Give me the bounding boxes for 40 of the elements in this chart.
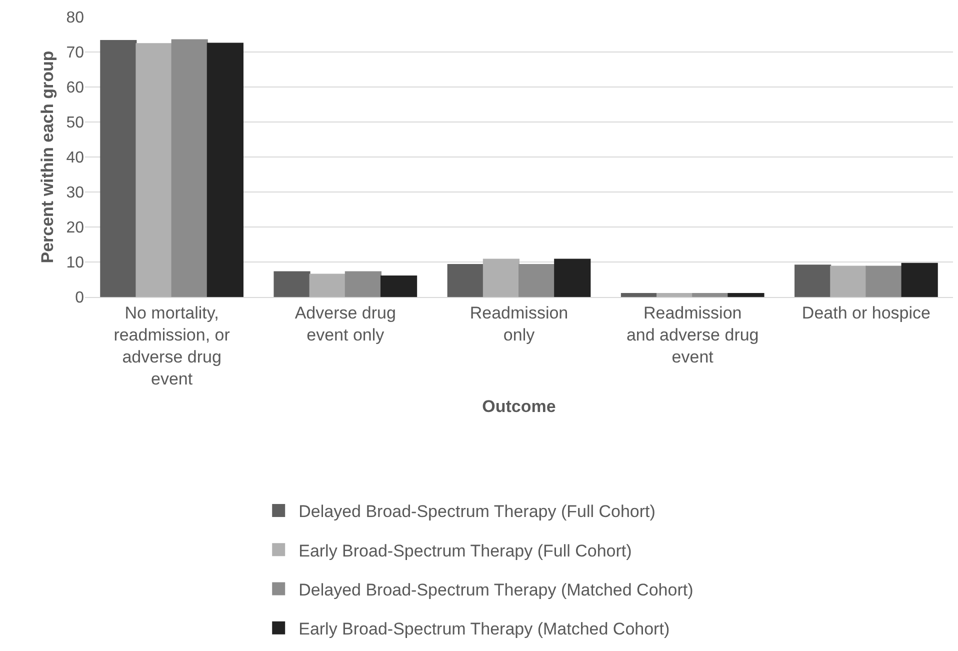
- bar: [380, 276, 418, 297]
- bar: [100, 40, 137, 297]
- legend-label: Delayed Broad-Spectrum Therapy (Matched Cohort): [298, 580, 694, 600]
- legend-label: Early Broad-Spectrum Therapy (Matched Cohort): [298, 619, 670, 638]
- y-tick-label: 60: [66, 80, 84, 97]
- bar: [794, 264, 832, 297]
- y-tick-label: 30: [66, 184, 84, 202]
- x-tick-label: Adverse drug event only: [294, 303, 396, 344]
- y-axis-title: Percent within each group: [38, 50, 57, 264]
- bar: [482, 258, 520, 297]
- bar: [447, 264, 484, 297]
- y-tick-label: 70: [66, 44, 84, 62]
- bar: [866, 266, 902, 297]
- bar: [901, 262, 938, 297]
- x-tick-label: No mortality, readmission, or adverse drug event: [114, 303, 230, 389]
- y-tick-label: 10: [66, 254, 84, 272]
- bar: [554, 258, 591, 297]
- y-tick-label: 20: [66, 220, 84, 237]
- legend-label: Delayed Broad-Spectrum Therapy (Full Cohort): [298, 502, 656, 522]
- bar: [692, 293, 729, 297]
- bar: [620, 293, 658, 297]
- bar: [656, 293, 694, 297]
- bar: [206, 42, 244, 297]
- bar: [274, 271, 310, 297]
- bar: [309, 274, 346, 297]
- bar: [830, 266, 867, 297]
- y-tick-label: 80: [66, 10, 84, 27]
- x-tick-label: Death or hospice: [802, 303, 930, 322]
- x-axis-title: Outcome: [482, 397, 556, 416]
- x-tick-label: Readmission only: [470, 303, 568, 344]
- bar: [344, 271, 382, 297]
- x-tick-label: Readmission and adverse drug event: [626, 303, 759, 367]
- legend-label: Early Broad-Spectrum Therapy (Full Cohort): [298, 541, 632, 560]
- bar: [518, 264, 556, 297]
- bar: [136, 43, 172, 297]
- y-tick-label: 0: [75, 290, 84, 307]
- y-tick-label: 40: [66, 150, 84, 167]
- bar: [728, 293, 764, 297]
- bar: [171, 39, 208, 297]
- y-tick-label: 50: [66, 114, 84, 132]
